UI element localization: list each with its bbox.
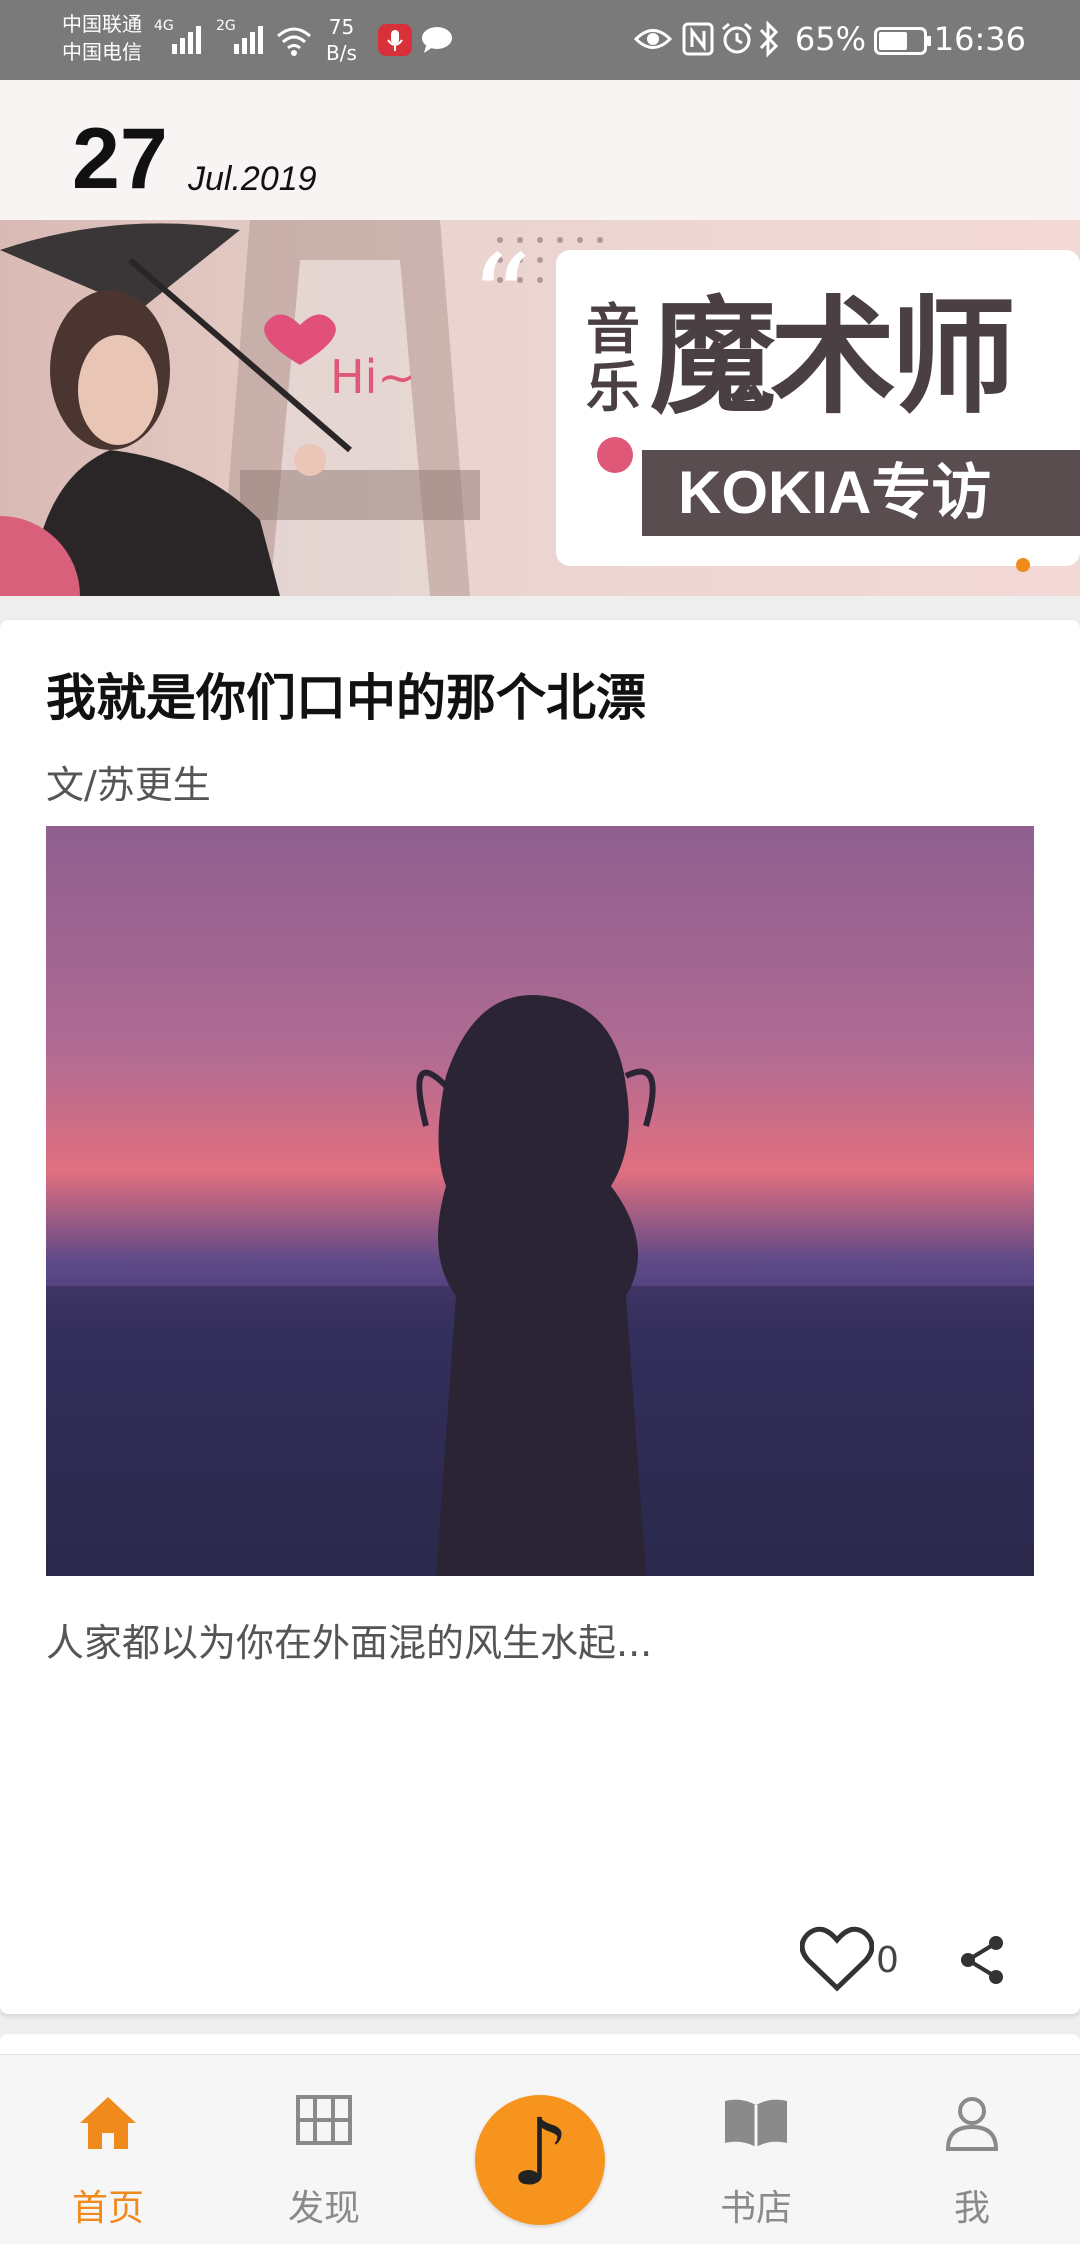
sim2-network-label: 2G bbox=[216, 18, 236, 34]
article-excerpt: 人家都以为你在外面混的风生水起... bbox=[46, 1621, 653, 1665]
signal-1-icon bbox=[172, 20, 201, 54]
svg-text:“: “ bbox=[470, 230, 531, 369]
banner-subtitle: KOKIA专访 bbox=[642, 450, 1080, 536]
banner-carousel[interactable]: “ Hi~ 音乐 魔术师 KOKIA专访 bbox=[0, 220, 1080, 596]
book-icon bbox=[725, 2099, 787, 2147]
nav-home[interactable]: 首页 bbox=[28, 2055, 188, 2244]
bottom-nav: 首页 发现 ♪ 书店 我 bbox=[0, 2054, 1080, 2244]
sim1-network-label: 4G bbox=[154, 18, 174, 34]
carrier-2: 中国电信 bbox=[62, 40, 142, 64]
net-speed-unit: B/s bbox=[326, 41, 357, 65]
bluetooth-icon bbox=[759, 20, 779, 58]
nav-discover-label: 发现 bbox=[287, 2188, 360, 2229]
message-icon bbox=[422, 27, 452, 53]
wifi-icon bbox=[277, 27, 311, 56]
net-speed-value: 75 bbox=[328, 15, 355, 39]
home-icon bbox=[80, 2097, 136, 2149]
clock: 16:36 bbox=[933, 20, 1026, 58]
mic-icon bbox=[378, 24, 412, 56]
date-day: 27 bbox=[72, 111, 168, 207]
banner-greeting: Hi~ bbox=[330, 350, 416, 404]
nav-bookstore-label: 书店 bbox=[719, 2188, 792, 2229]
battery-icon bbox=[874, 27, 931, 55]
article-title[interactable]: 我就是你们口中的那个北漂 bbox=[46, 669, 646, 727]
heart-icon[interactable] bbox=[800, 1926, 874, 1992]
article-cover-image[interactable] bbox=[46, 826, 1034, 1576]
carrier-1: 中国联通 bbox=[62, 12, 142, 36]
music-player-button[interactable]: ♪ bbox=[475, 2095, 605, 2225]
banner-title-big: 魔术师 bbox=[650, 283, 1016, 431]
cover-silhouette bbox=[46, 995, 1034, 1576]
nav-bookstore[interactable]: 书店 bbox=[676, 2055, 836, 2244]
nav-home-label: 首页 bbox=[71, 2188, 144, 2229]
nav-me-label: 我 bbox=[953, 2188, 990, 2229]
article-author: 文/苏更生 bbox=[46, 763, 211, 807]
net-speed: 75 B/s bbox=[326, 14, 357, 66]
person-icon bbox=[945, 2097, 999, 2151]
share-icon[interactable] bbox=[958, 1934, 1006, 1986]
battery-percent: 65% bbox=[794, 20, 866, 58]
status-bar: 中国联通 中国电信 4G 2G 75 B/s 65% bbox=[0, 0, 1080, 80]
article-card[interactable]: 我就是你们口中的那个北漂 文/苏更生 人家都以为你在外面混的风生水起... 0 bbox=[0, 620, 1080, 2014]
carrier-labels: 中国联通 中国电信 bbox=[62, 10, 142, 66]
status-right: 65% 16:36 bbox=[0, 0, 1080, 80]
eye-comfort-icon bbox=[634, 29, 672, 49]
like-count: 0 bbox=[876, 1940, 899, 1981]
carousel-page-indicator bbox=[1016, 558, 1030, 572]
banner-title-small: 音乐 bbox=[586, 297, 640, 419]
music-note-icon: ♪ bbox=[510, 2099, 570, 2206]
date-header: 27 Jul.2019 bbox=[0, 80, 1080, 220]
nav-me[interactable]: 我 bbox=[892, 2055, 1052, 2244]
signal-2-icon bbox=[234, 20, 263, 54]
alarm-icon bbox=[722, 22, 752, 54]
date-month-year: Jul.2019 bbox=[188, 160, 317, 198]
grid-icon bbox=[296, 2095, 352, 2145]
nav-discover[interactable]: 发现 bbox=[244, 2055, 404, 2244]
nfc-icon bbox=[682, 22, 714, 56]
